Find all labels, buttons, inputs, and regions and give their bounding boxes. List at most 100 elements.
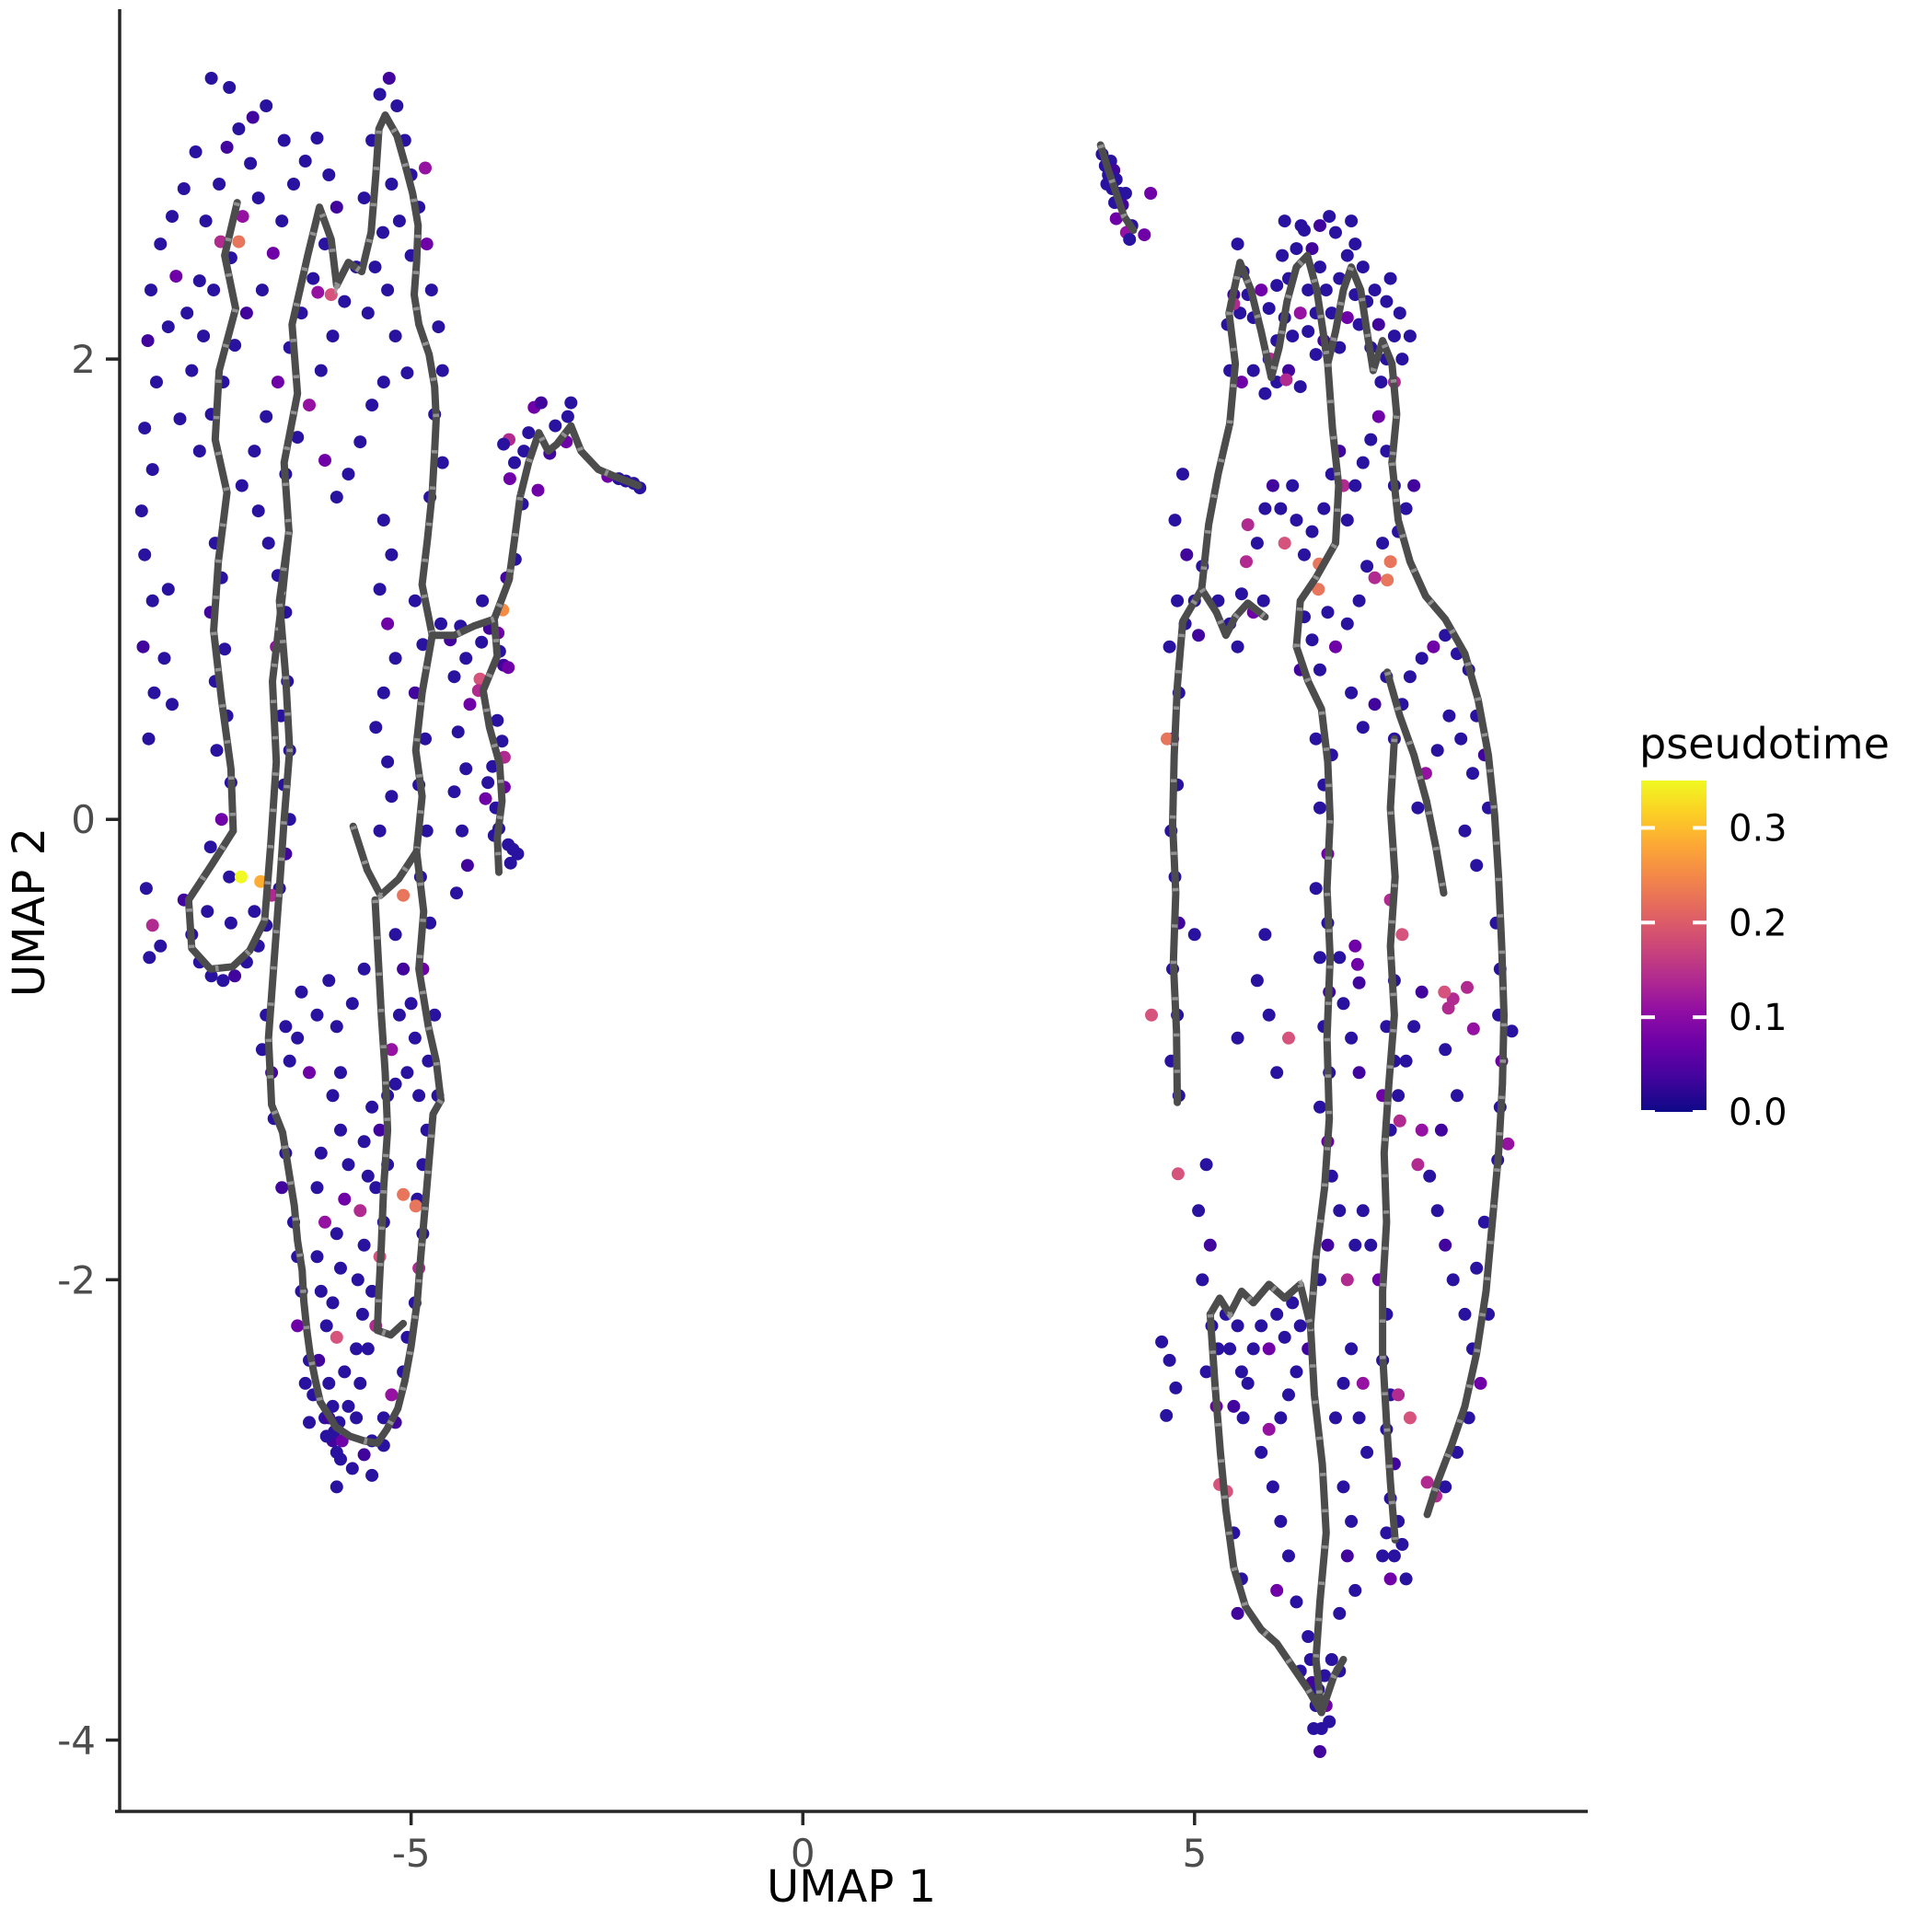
data-point	[1161, 732, 1174, 746]
data-point	[326, 1399, 340, 1413]
data-point	[1298, 548, 1311, 561]
data-point	[1360, 560, 1374, 573]
data-point	[185, 364, 199, 377]
data-point	[1199, 1365, 1213, 1379]
trajectory-segment	[1169, 420, 1234, 1106]
data-point	[361, 1169, 375, 1183]
data-point	[1333, 1204, 1347, 1218]
data-point	[1352, 594, 1366, 607]
data-point	[1380, 1526, 1394, 1540]
data-point	[322, 974, 336, 988]
y-tick-label: 0	[71, 797, 96, 842]
data-point	[291, 1031, 305, 1045]
data-point	[298, 1376, 312, 1390]
data-point	[1368, 571, 1382, 584]
data-point	[318, 1215, 331, 1229]
data-point	[214, 813, 228, 827]
data-point	[1203, 1238, 1217, 1252]
data-point	[390, 99, 404, 112]
data-point	[199, 214, 213, 228]
y-axis-title: UMAP 2	[4, 827, 55, 997]
data-point	[1258, 502, 1272, 515]
data-point	[275, 214, 289, 228]
data-point	[310, 132, 324, 145]
data-point	[1313, 219, 1326, 233]
data-point	[1313, 260, 1326, 274]
data-point	[334, 1066, 347, 1080]
data-point	[1348, 479, 1362, 492]
data-point	[1313, 1100, 1326, 1114]
data-point	[357, 191, 371, 205]
data-point	[341, 1399, 355, 1413]
trajectory-segment	[260, 111, 445, 1105]
data-point	[495, 735, 509, 748]
data-point	[1458, 1307, 1472, 1321]
data-point	[1231, 1319, 1244, 1333]
data-point	[412, 1089, 426, 1103]
data-point	[232, 122, 246, 135]
data-point	[456, 824, 469, 838]
data-point	[382, 72, 396, 85]
data-point	[1501, 1137, 1515, 1151]
data-point	[1352, 1066, 1366, 1080]
data-point	[388, 330, 402, 343]
data-point	[1345, 1342, 1359, 1356]
trajectory-segment	[1206, 1310, 1325, 1717]
data-point	[385, 548, 399, 561]
data-point	[1415, 1123, 1429, 1137]
data-point	[1180, 548, 1194, 561]
data-point	[161, 320, 175, 334]
pseudotime-legend: pseudotime 0.0 0.1 0.2 0.3	[1639, 719, 1890, 1134]
data-point	[447, 670, 461, 684]
data-point	[1312, 583, 1325, 596]
data-point	[266, 247, 280, 260]
data-point	[1376, 1549, 1390, 1563]
trajectory-segment	[479, 493, 524, 876]
x-axis-ticks: -5 0 5	[392, 1811, 1207, 1876]
data-point	[1393, 1114, 1406, 1128]
data-point	[1313, 663, 1326, 677]
data-point	[1393, 307, 1406, 320]
data-point	[1290, 514, 1303, 527]
data-point	[1470, 1261, 1484, 1275]
data-point	[475, 635, 489, 649]
data-point	[460, 859, 474, 873]
data-point	[1282, 1031, 1295, 1045]
data-point	[1309, 348, 1323, 362]
data-point	[1466, 1022, 1480, 1035]
data-point	[197, 330, 211, 343]
data-point	[1356, 456, 1370, 469]
data-point	[1301, 283, 1315, 297]
data-point	[1256, 594, 1270, 607]
x-tick-label: 0	[791, 1831, 816, 1876]
data-point	[201, 905, 214, 919]
data-point	[365, 1468, 379, 1482]
data-point	[1415, 985, 1429, 999]
data-point	[1477, 1215, 1491, 1229]
data-point	[213, 178, 226, 191]
data-point	[1313, 1745, 1326, 1758]
legend-labels: 0.0 0.1 0.2 0.3	[1729, 807, 1787, 1134]
data-point	[338, 1365, 352, 1379]
data-point	[385, 1388, 399, 1402]
data-point	[1278, 537, 1291, 550]
data-point	[397, 962, 411, 976]
trajectory-segment-ticks	[1169, 422, 1233, 1103]
data-point	[246, 110, 260, 124]
data-point	[251, 504, 265, 518]
data-point	[1241, 1376, 1255, 1390]
data-point	[419, 732, 432, 746]
data-point	[210, 744, 224, 758]
data-point	[1290, 242, 1303, 256]
data-point	[1451, 1089, 1463, 1103]
data-point	[169, 270, 183, 283]
data-point	[432, 320, 445, 334]
data-point	[166, 210, 179, 224]
trajectory-segment-ticks	[334, 1098, 444, 1447]
data-point	[1321, 1238, 1335, 1252]
data-point	[1383, 272, 1397, 285]
data-point	[400, 1066, 414, 1080]
data-point	[1356, 721, 1370, 735]
data-point	[232, 235, 246, 249]
data-point	[388, 1077, 402, 1091]
